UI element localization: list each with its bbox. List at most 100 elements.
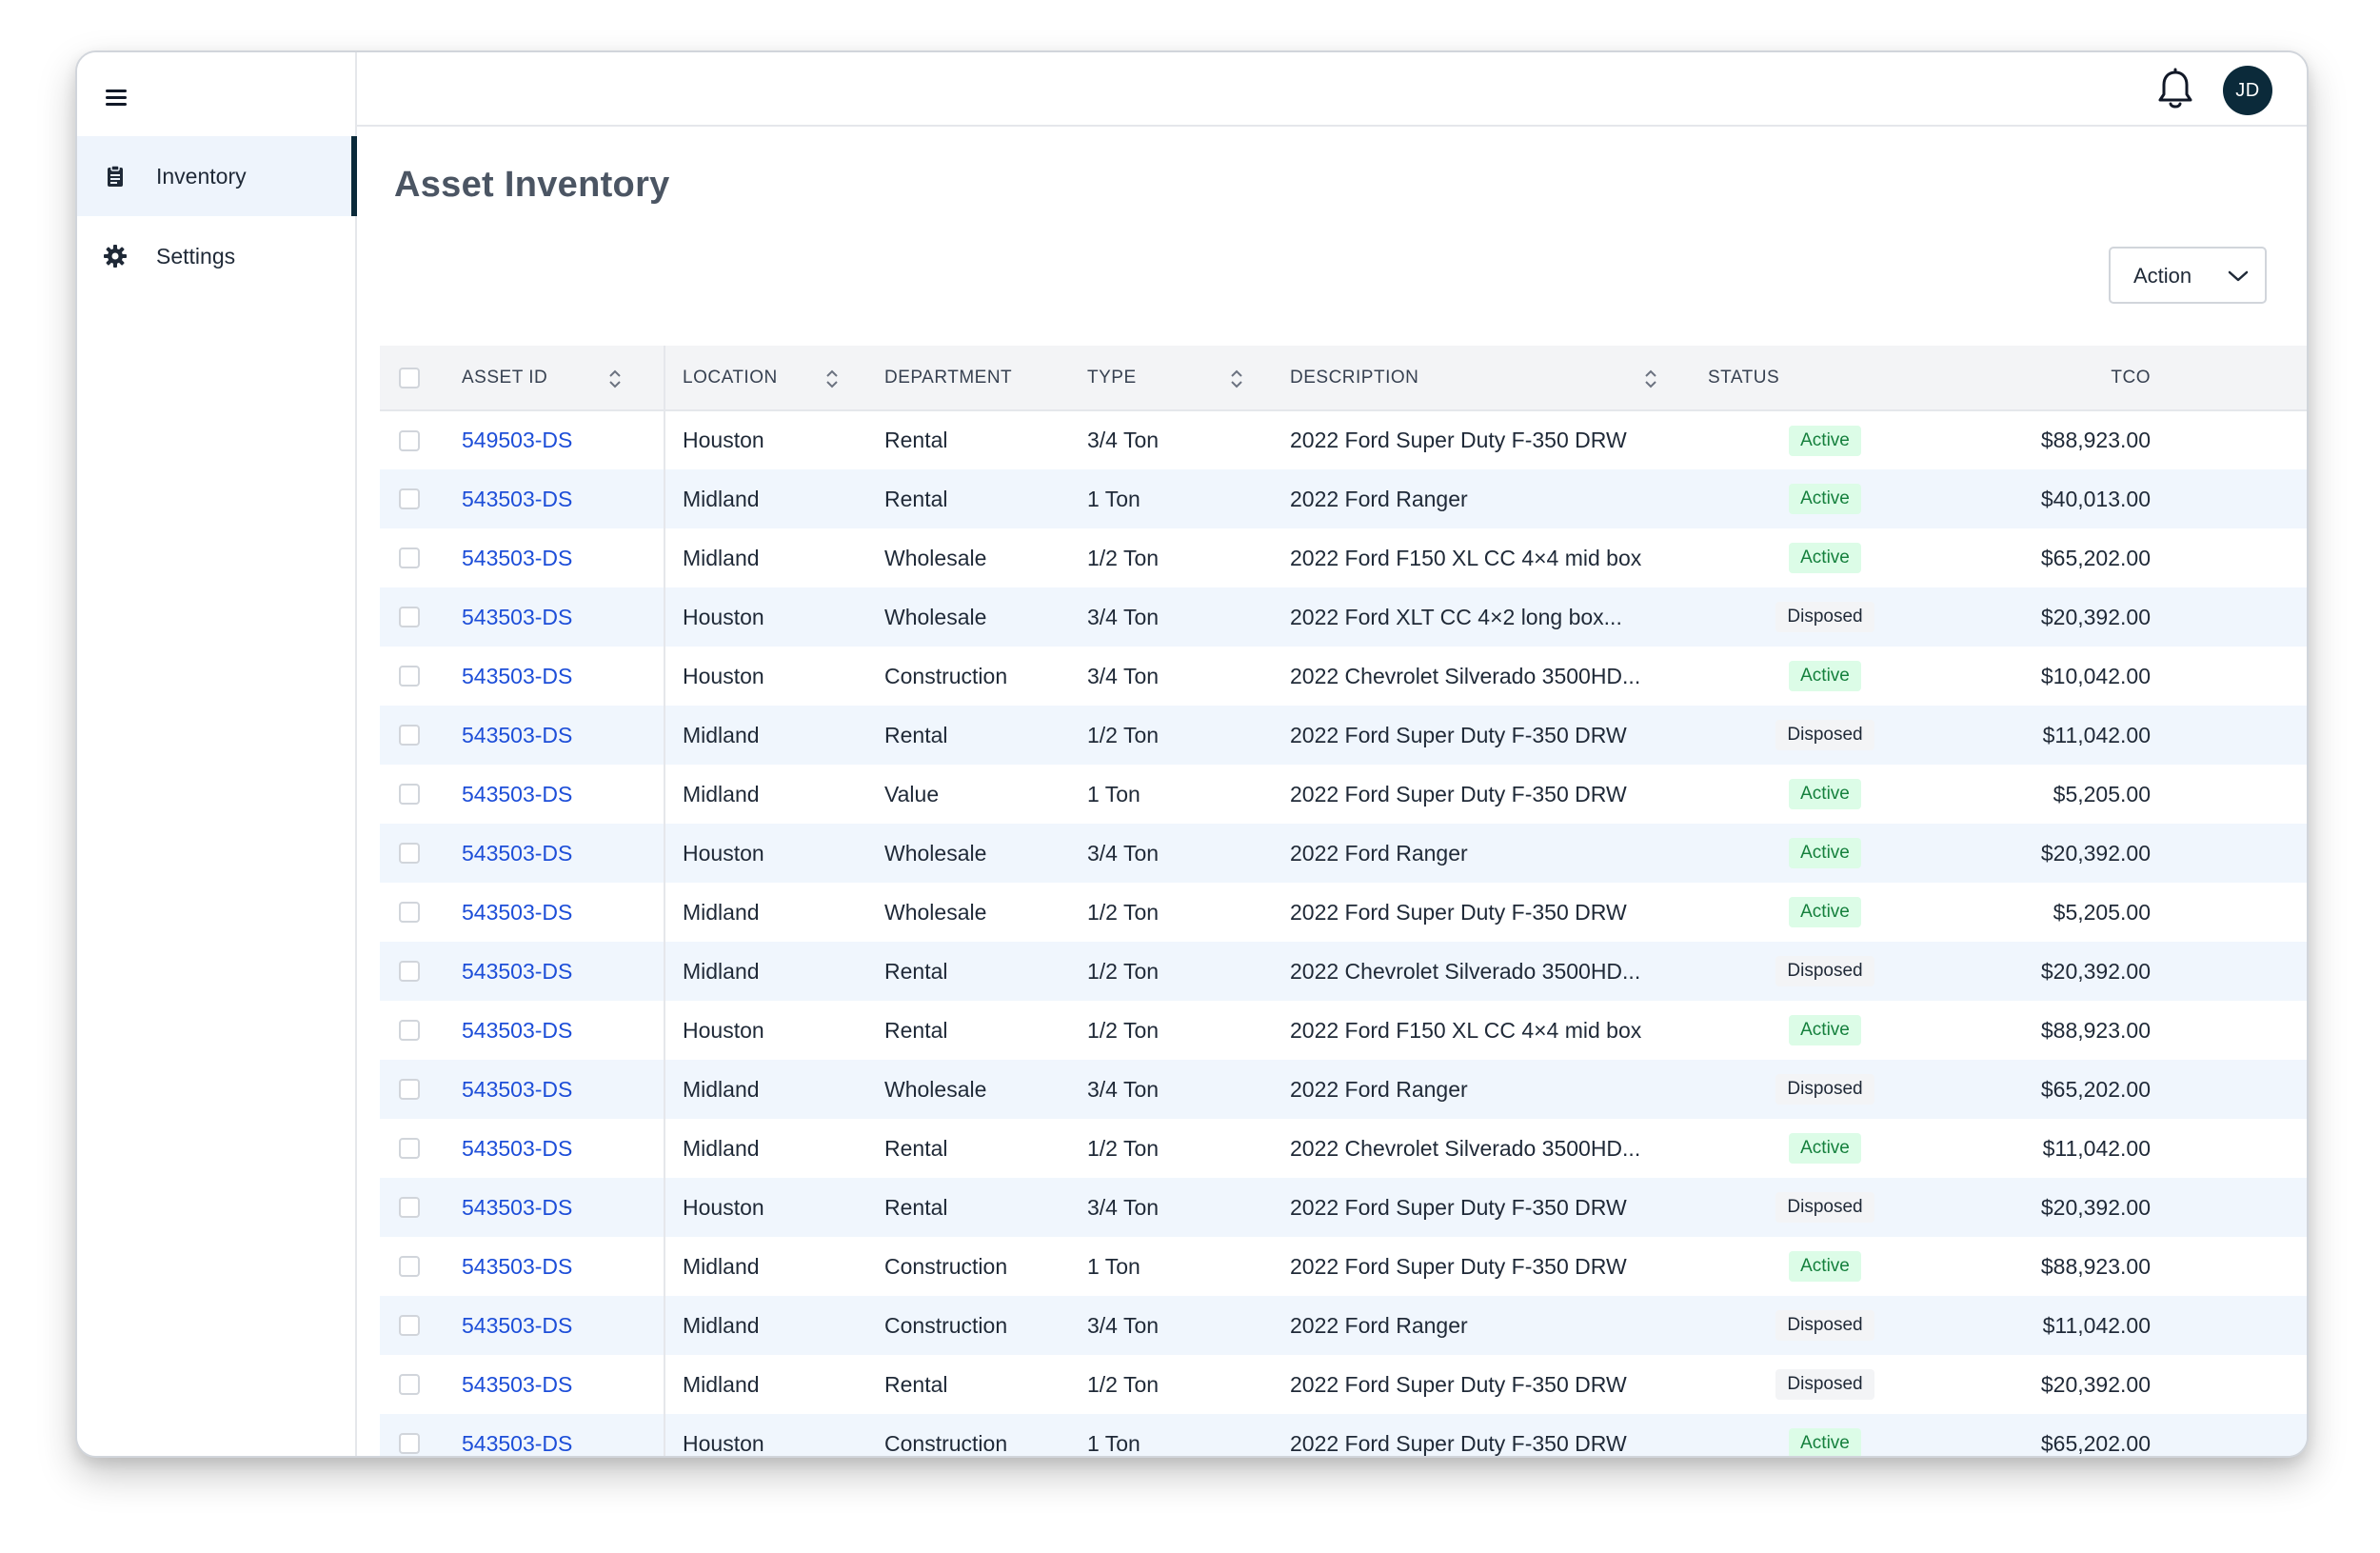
column-header-asset-id[interactable]: ASSET ID (462, 346, 665, 411)
description-cell: 2022 Ford Super Duty F-350 DRW (1290, 1430, 1627, 1456)
table-row[interactable]: 543503-DS Midland Rental 1/2 Ton 2022 Ford S… (380, 1355, 2307, 1414)
status-badge: Disposed (1775, 1074, 1874, 1105)
row-checkbox[interactable] (399, 488, 420, 509)
asset-id-link[interactable]: 543503-DS (462, 899, 573, 925)
asset-id-link[interactable]: 543503-DS (462, 1017, 573, 1043)
chevron-down-icon (2228, 270, 2249, 282)
asset-id-link[interactable]: 543503-DS (462, 1076, 573, 1102)
status-cell: Disposed (1708, 1178, 1898, 1237)
asset-id-cell: 543503-DS (462, 1178, 665, 1237)
asset-id-link[interactable]: 543503-DS (462, 545, 573, 570)
description-cell: 2022 Ford Super Duty F-350 DRW (1290, 722, 1627, 747)
asset-id-link[interactable]: 543503-DS (462, 1194, 573, 1220)
row-checkbox[interactable] (399, 725, 420, 746)
hamburger-menu-icon[interactable] (104, 85, 130, 111)
asset-id-link[interactable]: 543503-DS (462, 486, 573, 511)
table-row[interactable]: 543503-DS Midland Wholesale 1/2 Ton 2022 For… (380, 528, 2307, 587)
location-cell: Midland (683, 1135, 760, 1161)
asset-id-link[interactable]: 543503-DS (462, 1135, 573, 1161)
asset-id-link[interactable]: 543503-DS (462, 781, 573, 806)
column-header-ne[interactable]: NE (2200, 346, 2307, 411)
column-header-tco[interactable]: TCO (1898, 346, 2200, 411)
column-header-description[interactable]: DESCRIPTION (1290, 346, 1708, 411)
asset-id-link[interactable]: 543503-DS (462, 840, 573, 866)
status-badge: Active (1789, 1133, 1861, 1164)
table-row[interactable]: 543503-DS Midland Rental 1 Ton 2022 Ford Ran… (380, 469, 2307, 528)
asset-id-link[interactable]: 543503-DS (462, 722, 573, 747)
column-header-location[interactable]: LOCATION (664, 346, 884, 411)
column-header-department[interactable]: DEPARTMENT (884, 346, 1087, 411)
asset-id-link[interactable]: 549503-DS (462, 428, 573, 452)
row-checkbox[interactable] (399, 1374, 420, 1395)
table-row[interactable]: 543503-DS Houston Construction 1 Ton 2022 Fo… (380, 1414, 2307, 1456)
row-checkbox[interactable] (399, 1256, 420, 1277)
row-checkbox[interactable] (399, 1315, 420, 1336)
app-window: Inventory Settings (75, 50, 2309, 1458)
row-checkbox[interactable] (399, 961, 420, 982)
row-checkbox[interactable] (399, 843, 420, 864)
asset-id-link[interactable]: 543503-DS (462, 1430, 573, 1456)
sort-icon[interactable] (825, 368, 839, 390)
type-cell: 3/4 Ton (1087, 663, 1160, 688)
table-row[interactable]: 543503-DS Midland Construction 3/4 Ton 2022 … (380, 1296, 2307, 1355)
tco-cell: $11,042.00 (2042, 1135, 2151, 1161)
table-row[interactable]: 543503-DS Houston Rental 3/4 Ton 2022 Ford S… (380, 1178, 2307, 1237)
row-checkbox[interactable] (399, 666, 420, 687)
sort-icon[interactable] (1230, 368, 1243, 390)
table-row[interactable]: 543503-DS Midland Rental 1/2 Ton 2022 Chevro… (380, 942, 2307, 1001)
row-checkbox[interactable] (399, 548, 420, 568)
action-dropdown[interactable]: Action (2109, 247, 2267, 304)
select-all-checkbox[interactable] (399, 367, 420, 388)
table-row[interactable]: 543503-DS Houston Rental 1/2 Ton 2022 Ford F… (380, 1001, 2307, 1060)
column-header-label: ASSET ID (462, 367, 548, 388)
table-header-row: ASSET ID LOCATION DE (380, 346, 2307, 411)
ne-cell: $88,923.0 (2200, 824, 2307, 883)
column-header-status[interactable]: STATUS (1708, 346, 1898, 411)
row-checkbox[interactable] (399, 607, 420, 627)
department-cell: Rental (884, 722, 948, 747)
location-cell: Midland (683, 899, 760, 925)
tco-cell: $20,392.00 (2040, 1371, 2151, 1397)
row-checkbox[interactable] (399, 784, 420, 805)
row-checkbox[interactable] (399, 429, 420, 451)
status-badge: Active (1789, 1251, 1861, 1282)
asset-id-link[interactable]: 543503-DS (462, 958, 573, 984)
ne-cell: - (2200, 587, 2307, 647)
table-row[interactable]: 543503-DS Midland Value 1 Ton 2022 Ford Supe… (380, 765, 2307, 824)
sort-icon[interactable] (1644, 368, 1657, 390)
table-row[interactable]: 543503-DS Houston Wholesale 3/4 Ton 2022 For… (380, 824, 2307, 883)
column-header-type[interactable]: TYPE (1087, 346, 1290, 411)
row-checkbox[interactable] (399, 1433, 420, 1454)
asset-id-link[interactable]: 543503-DS (462, 663, 573, 688)
sidebar: Inventory Settings (77, 52, 357, 1456)
row-checkbox[interactable] (399, 1197, 420, 1218)
bell-icon[interactable] (2154, 68, 2196, 111)
row-checkbox[interactable] (399, 1079, 420, 1100)
table-row[interactable]: 543503-DS Midland Wholesale 3/4 Ton 2022 For… (380, 1060, 2307, 1119)
status-badge: Active (1789, 484, 1861, 514)
asset-id-link[interactable]: 543503-DS (462, 1371, 573, 1397)
table-row[interactable]: 549503-DS Houston Rental 3/4 Ton 2022 Ford S… (380, 410, 2307, 469)
table-row[interactable]: 543503-DS Midland Wholesale 1/2 Ton 2022 For… (380, 883, 2307, 942)
row-checkbox[interactable] (399, 902, 420, 923)
asset-id-link[interactable]: 543503-DS (462, 1253, 573, 1279)
table-row[interactable]: 543503-DS Midland Rental 1/2 Ton 2022 Ford S… (380, 706, 2307, 765)
table-row[interactable]: 543503-DS Houston Wholesale 3/4 Ton 2022 For… (380, 587, 2307, 647)
sidebar-item-inventory[interactable]: Inventory (77, 136, 357, 216)
row-checkbox[interactable] (399, 1138, 420, 1159)
department-cell: Rental (884, 428, 948, 452)
tco-cell: $5,205.00 (2053, 781, 2151, 806)
table-row[interactable]: 543503-DS Midland Construction 1 Ton 2022 Fo… (380, 1237, 2307, 1296)
table-row[interactable]: 543503-DS Midland Rental 1/2 Ton 2022 Chevro… (380, 1119, 2307, 1178)
sidebar-item-settings[interactable]: Settings (77, 216, 355, 296)
sort-icon[interactable] (608, 368, 622, 390)
asset-table-container[interactable]: ASSET ID LOCATION DE (380, 346, 2307, 1456)
asset-id-link[interactable]: 543503-DS (462, 1312, 573, 1338)
avatar[interactable]: JD (2223, 66, 2272, 115)
asset-id-link[interactable]: 543503-DS (462, 604, 573, 629)
department-cell: Wholesale (884, 604, 987, 629)
tco-cell: $88,923.00 (2040, 428, 2151, 452)
row-checkbox[interactable] (399, 1020, 420, 1041)
table-row[interactable]: 543503-DS Houston Construction 3/4 Ton 2022 … (380, 647, 2307, 706)
department-cell: Rental (884, 958, 948, 984)
